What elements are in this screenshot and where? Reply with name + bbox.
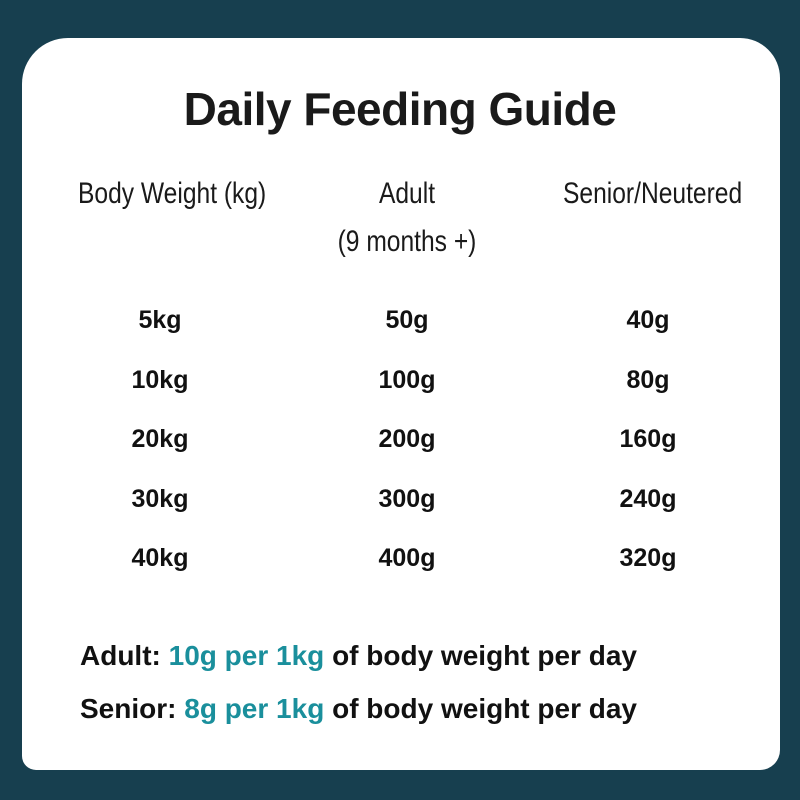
- table-cell-adult: 100g: [378, 365, 436, 394]
- page-title: Daily Feeding Guide: [183, 83, 617, 135]
- table-cell-adult: 50g: [385, 306, 429, 334]
- table-cell-weight: 5kg: [138, 306, 182, 334]
- table-cell-senior: 240g: [619, 484, 677, 513]
- footer-adult-label: Adult:: [80, 640, 161, 671]
- guide-card: [22, 38, 780, 770]
- footer-senior-label: Senior:: [80, 693, 177, 724]
- table-cell-senior: 80g: [626, 365, 670, 394]
- footer-senior-rest: of body weight per day: [332, 693, 638, 724]
- header-adult: Adult: [378, 177, 436, 210]
- footer-senior-line: Senior: 8g per 1kg of body weight per da…: [80, 693, 637, 725]
- table-cell-weight: 20kg: [131, 425, 189, 453]
- table-cell-senior: 160g: [619, 425, 677, 453]
- footer-adult-rest: of body weight per day: [332, 640, 637, 671]
- table-cell-senior: 40g: [626, 306, 670, 334]
- table-cell-senior: 320g: [619, 544, 677, 572]
- footer-senior-rate: 8g per 1kg: [184, 693, 325, 724]
- table-cell-adult: 300g: [378, 484, 436, 513]
- header-adult-sub: (9 months +): [337, 225, 477, 258]
- header-body-weight: Body Weight (kg): [78, 177, 267, 210]
- table-cell-adult: 200g: [378, 425, 436, 453]
- header-senior: Senior/Neutered: [563, 177, 743, 210]
- table-cell-weight: 10kg: [131, 365, 189, 394]
- footer-adult-rate: 10g per 1kg: [168, 640, 325, 671]
- table-cell-adult: 400g: [378, 544, 436, 572]
- footer-adult-line: Adult: 10g per 1kg of body weight per da…: [80, 640, 637, 672]
- table-cell-weight: 30kg: [131, 484, 189, 513]
- table-cell-weight: 40kg: [131, 544, 189, 572]
